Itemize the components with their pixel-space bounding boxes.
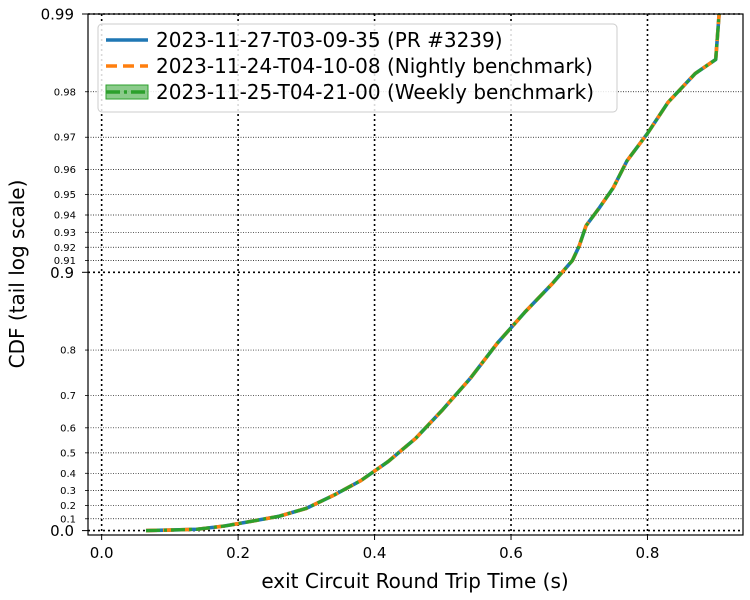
y-minor-tick-label: 0.3 <box>60 486 76 497</box>
y-minor-tick-label: 0.96 <box>54 165 76 176</box>
legend-label-3: 2023-11-25-T04-21-00 (Weekly benchmark) <box>156 80 594 104</box>
x-tick-label: 0.4 <box>363 544 387 562</box>
series-lines <box>145 13 721 533</box>
y-minor-tick-label: 0.7 <box>60 391 76 402</box>
y-major-tick-label: 0.0 <box>50 522 74 540</box>
y-axis-label: CDF (tail log scale) <box>5 180 29 369</box>
y-minor-tick-label: 0.95 <box>54 190 76 201</box>
y-minor-tick-label: 0.8 <box>60 346 76 357</box>
legend-label-2: 2023-11-24-T04-10-08 (Nightly benchmark) <box>156 54 593 78</box>
y-minor-tick-label: 0.98 <box>54 87 76 98</box>
x-axis-label: exit Circuit Round Trip Time (s) <box>261 569 568 593</box>
legend: 2023-11-27-T03-09-35 (PR #3239)2023-11-2… <box>97 23 618 113</box>
x-tick-label: 0.8 <box>636 544 660 562</box>
x-tick-label: 0.6 <box>499 544 523 562</box>
y-major-tick-label: 0.99 <box>41 6 74 24</box>
y-minor-tick-label: 0.97 <box>54 133 76 144</box>
y-minor-tick-label: 0.5 <box>60 448 76 459</box>
y-minor-tick-label: 0.1 <box>60 514 76 525</box>
grid <box>88 13 743 535</box>
y-minor-tick-label: 0.2 <box>60 501 76 512</box>
legend-box <box>97 23 618 113</box>
x-tick-label: 0.0 <box>90 544 114 562</box>
x-tick-label: 0.2 <box>226 544 250 562</box>
y-minor-tick-label: 0.91 <box>54 256 76 267</box>
plot-frame <box>87 13 744 536</box>
y-minor-tick-label: 0.93 <box>54 228 76 239</box>
series-line-3 <box>145 13 721 533</box>
legend-label-1: 2023-11-27-T03-09-35 (PR #3239) <box>156 28 503 52</box>
y-minor-tick-label: 0.6 <box>60 423 76 434</box>
y-major-tick-label: 0.9 <box>50 264 74 282</box>
legend-entries: 2023-11-27-T03-09-35 (PR #3239)2023-11-2… <box>105 28 594 104</box>
axis-ticks: 0.1 0.2 0.3 0.4 0.5 0.6 0.7 0.8 0.91 0.92 0.93 0.94… <box>41 6 660 563</box>
y-minor-tick-label: 0.94 <box>54 210 76 221</box>
y-minor-tick-label: 0.92 <box>54 243 76 254</box>
y-minor-tick-label: 0.4 <box>60 469 76 480</box>
